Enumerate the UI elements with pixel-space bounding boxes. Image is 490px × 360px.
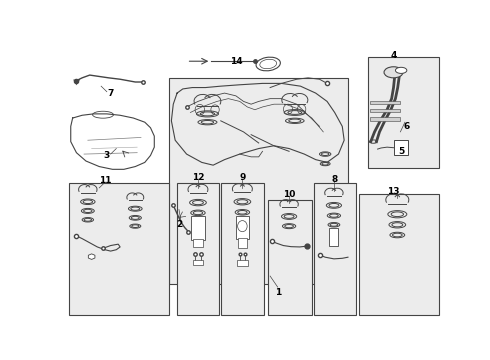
Bar — [236, 216, 249, 239]
Text: 11: 11 — [98, 176, 111, 185]
Text: 5: 5 — [398, 147, 404, 156]
Text: 3: 3 — [104, 151, 110, 160]
Bar — [69, 183, 170, 315]
Bar — [329, 228, 339, 246]
Bar — [268, 200, 312, 315]
Bar — [314, 183, 356, 315]
Ellipse shape — [384, 67, 403, 78]
Bar — [237, 260, 248, 266]
Bar — [370, 117, 400, 121]
Bar — [359, 194, 439, 315]
Text: 13: 13 — [387, 187, 400, 196]
Text: 6: 6 — [404, 122, 410, 131]
Ellipse shape — [395, 67, 407, 73]
Bar — [220, 183, 265, 315]
Text: 10: 10 — [283, 190, 295, 199]
Bar — [238, 238, 247, 248]
Text: 2: 2 — [176, 220, 182, 229]
Text: 12: 12 — [192, 173, 204, 182]
Bar — [194, 239, 202, 247]
Bar — [368, 57, 439, 168]
Bar — [370, 109, 400, 112]
Text: 4: 4 — [391, 51, 397, 60]
Bar — [177, 183, 219, 315]
Text: 1: 1 — [274, 288, 281, 297]
Text: 9: 9 — [239, 173, 245, 182]
Bar — [393, 140, 408, 156]
Bar — [170, 78, 348, 284]
Text: 14: 14 — [230, 57, 242, 66]
Bar — [370, 101, 400, 104]
Text: 8: 8 — [332, 175, 338, 184]
Bar — [191, 216, 205, 240]
Bar — [193, 260, 203, 265]
Text: 7: 7 — [107, 89, 114, 98]
